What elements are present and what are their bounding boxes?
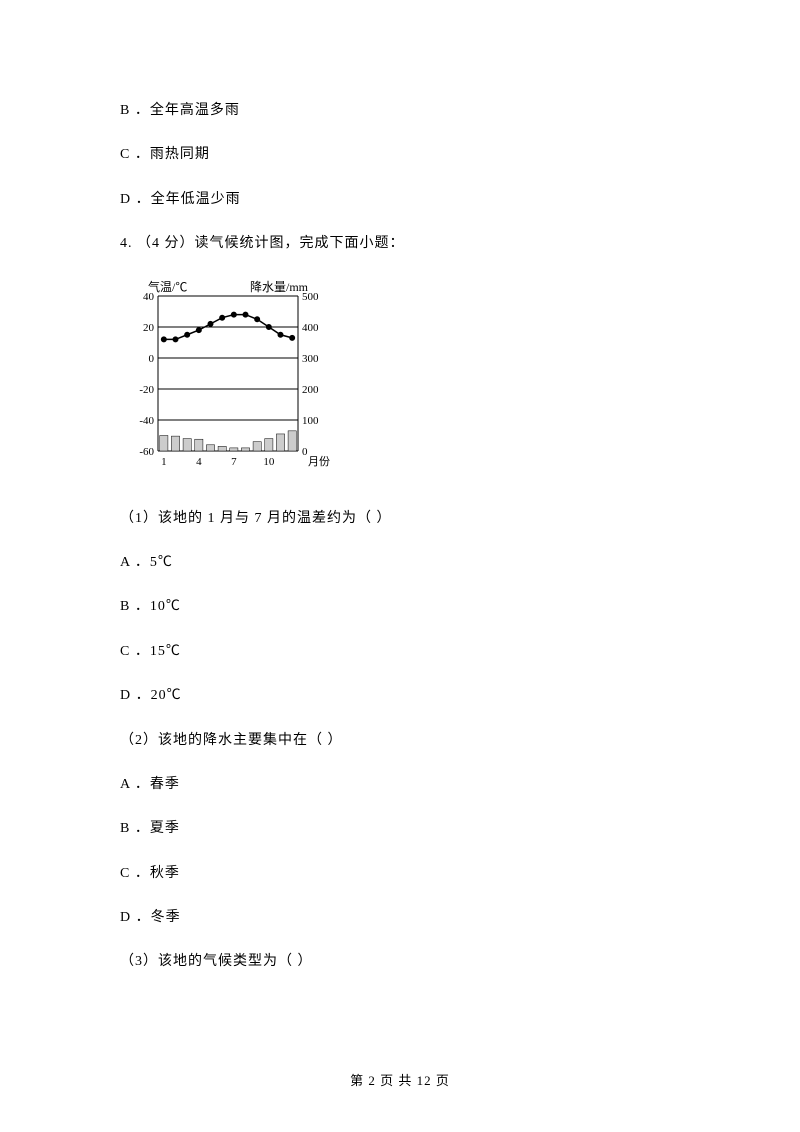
- option-b: B ．全年高温多雨: [120, 100, 680, 122]
- svg-text:-60: -60: [139, 446, 154, 458]
- q4-prompt: 4. （4 分）读气候统计图，完成下面小题：: [120, 233, 680, 255]
- svg-text:500: 500: [302, 291, 319, 303]
- svg-text:-20: -20: [139, 384, 154, 396]
- q4-sub1-b: B ．10℃: [120, 596, 680, 618]
- svg-text:降水量/mm: 降水量/mm: [250, 280, 309, 294]
- svg-text:-40: -40: [139, 415, 154, 427]
- page-footer: 第 2 页 共 12 页: [0, 1071, 800, 1092]
- svg-text:20: 20: [143, 322, 155, 334]
- q4-sub1-c: C ．15℃: [120, 641, 680, 663]
- svg-text:0: 0: [149, 353, 155, 365]
- q4-sub1-d: D ．20℃: [120, 685, 680, 707]
- climate-chart: 气温/℃降水量/mm-60-40-20020400100200300400500…: [120, 278, 340, 488]
- q4-sub1-a: A ．5℃: [120, 552, 680, 574]
- svg-text:4: 4: [196, 456, 202, 468]
- svg-text:200: 200: [302, 384, 319, 396]
- svg-text:1: 1: [161, 456, 167, 468]
- svg-text:月份: 月份: [308, 455, 330, 468]
- svg-text:100: 100: [302, 415, 319, 427]
- svg-text:40: 40: [143, 291, 155, 303]
- q4-sub3-question: （3）该地的气候类型为（ ）: [120, 951, 680, 973]
- q4-sub1-question: （1）该地的 1 月与 7 月的温差约为（ ）: [120, 508, 680, 530]
- svg-text:7: 7: [231, 456, 237, 468]
- q4-sub2-c: C ．秋季: [120, 863, 680, 885]
- q4-sub2-d: D ．冬季: [120, 907, 680, 929]
- svg-text:300: 300: [302, 353, 319, 365]
- q4-sub2-b: B ．夏季: [120, 818, 680, 840]
- option-d: D ．全年低温少雨: [120, 189, 680, 211]
- svg-text:400: 400: [302, 322, 319, 334]
- q4-sub2-a: A ．春季: [120, 774, 680, 796]
- option-c: C ．雨热同期: [120, 144, 680, 166]
- q4-sub2-question: （2）该地的降水主要集中在（ ）: [120, 730, 680, 752]
- svg-text:10: 10: [263, 456, 275, 468]
